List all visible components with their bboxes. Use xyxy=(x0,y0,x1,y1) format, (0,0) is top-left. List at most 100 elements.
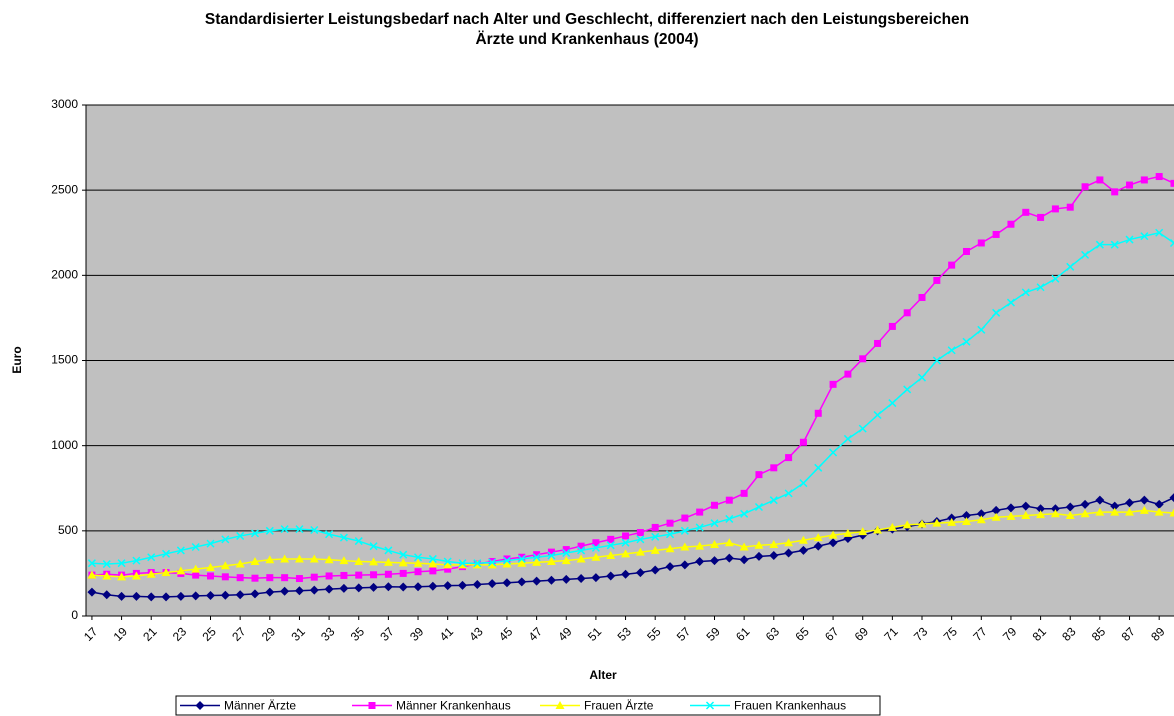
data-point xyxy=(577,546,586,555)
data-point xyxy=(325,572,333,580)
data-point xyxy=(250,589,260,599)
data-point xyxy=(561,574,571,584)
data-point xyxy=(131,591,141,601)
x-tick-label: 35 xyxy=(348,624,368,644)
data-point xyxy=(87,570,97,579)
y-tick-label: 1000 xyxy=(51,438,78,452)
data-point xyxy=(650,565,660,575)
data-point xyxy=(948,261,956,269)
data-point xyxy=(355,571,363,579)
data-point xyxy=(191,542,200,552)
data-point xyxy=(770,464,778,472)
data-point xyxy=(324,555,334,564)
x-tick-label: 19 xyxy=(111,624,131,644)
data-point xyxy=(1139,495,1149,505)
data-point xyxy=(606,571,616,581)
data-point xyxy=(444,565,452,573)
data-point xyxy=(266,574,274,582)
data-point xyxy=(665,544,675,553)
data-point xyxy=(102,590,112,600)
data-point xyxy=(294,586,304,596)
x-tick-label: 89 xyxy=(1148,624,1168,644)
data-point xyxy=(561,556,571,565)
data-point xyxy=(413,558,423,567)
data-point xyxy=(1021,511,1031,520)
x-tick-label: 63 xyxy=(763,624,783,644)
data-point xyxy=(755,471,763,479)
data-point xyxy=(250,556,260,565)
data-point xyxy=(1081,183,1089,191)
legend-label: Frauen Krankenhaus xyxy=(734,699,846,713)
data-point xyxy=(117,591,127,601)
data-point xyxy=(991,512,1001,521)
data-point xyxy=(1051,205,1059,213)
data-point xyxy=(562,546,570,554)
data-point xyxy=(443,557,452,566)
data-point xyxy=(784,489,793,498)
data-point xyxy=(280,586,290,596)
data-point xyxy=(874,339,882,347)
x-tick-label: 65 xyxy=(792,624,812,644)
data-point xyxy=(102,560,111,569)
data-point xyxy=(176,546,185,555)
y-tick-label: 1500 xyxy=(51,353,78,367)
data-point xyxy=(665,530,675,539)
data-point xyxy=(932,356,941,365)
data-point xyxy=(976,509,986,519)
x-tick-label: 69 xyxy=(852,624,872,644)
data-point xyxy=(1111,188,1119,196)
data-point xyxy=(488,558,497,567)
data-point xyxy=(814,463,823,472)
data-point xyxy=(1050,504,1060,514)
data-point xyxy=(576,554,586,563)
data-point xyxy=(606,541,615,550)
data-point xyxy=(502,556,512,565)
data-point xyxy=(191,591,201,601)
data-point xyxy=(354,537,363,546)
data-point xyxy=(1051,274,1060,283)
data-point xyxy=(754,551,764,561)
legend-label: Frauen Ärzte xyxy=(584,699,654,713)
data-point xyxy=(384,546,393,555)
data-point xyxy=(680,526,689,535)
data-point xyxy=(1006,511,1016,520)
data-point xyxy=(977,325,986,334)
data-point xyxy=(873,410,882,420)
data-point xyxy=(859,355,867,363)
data-point xyxy=(992,230,1000,238)
data-point xyxy=(398,582,408,592)
data-point xyxy=(546,556,556,565)
data-point xyxy=(1080,499,1090,509)
data-point xyxy=(235,559,245,568)
legend-label: Männer Krankenhaus xyxy=(396,699,511,713)
data-point xyxy=(1021,288,1030,297)
data-point xyxy=(206,539,215,548)
data-point xyxy=(709,556,719,566)
data-point xyxy=(681,514,689,522)
data-point xyxy=(1155,173,1163,181)
data-point xyxy=(206,591,216,601)
data-point xyxy=(695,541,705,550)
data-point xyxy=(665,562,675,572)
data-point xyxy=(1096,176,1104,184)
x-tick-label: 53 xyxy=(615,624,635,644)
data-point xyxy=(131,571,141,580)
data-point xyxy=(1095,240,1104,249)
data-point xyxy=(1169,493,1174,503)
data-point xyxy=(192,571,200,579)
data-point xyxy=(798,545,808,555)
data-point xyxy=(606,551,616,560)
data-point xyxy=(281,574,289,582)
data-point xyxy=(769,551,779,561)
data-point xyxy=(636,529,644,537)
data-point xyxy=(325,530,334,539)
data-point xyxy=(769,539,779,548)
data-point xyxy=(339,556,349,565)
data-point xyxy=(621,569,631,579)
data-point xyxy=(607,535,615,543)
data-point xyxy=(577,542,585,550)
x-tick-label: 23 xyxy=(170,624,190,644)
data-point xyxy=(1125,235,1134,244)
data-point xyxy=(176,566,186,575)
data-point xyxy=(947,346,956,355)
